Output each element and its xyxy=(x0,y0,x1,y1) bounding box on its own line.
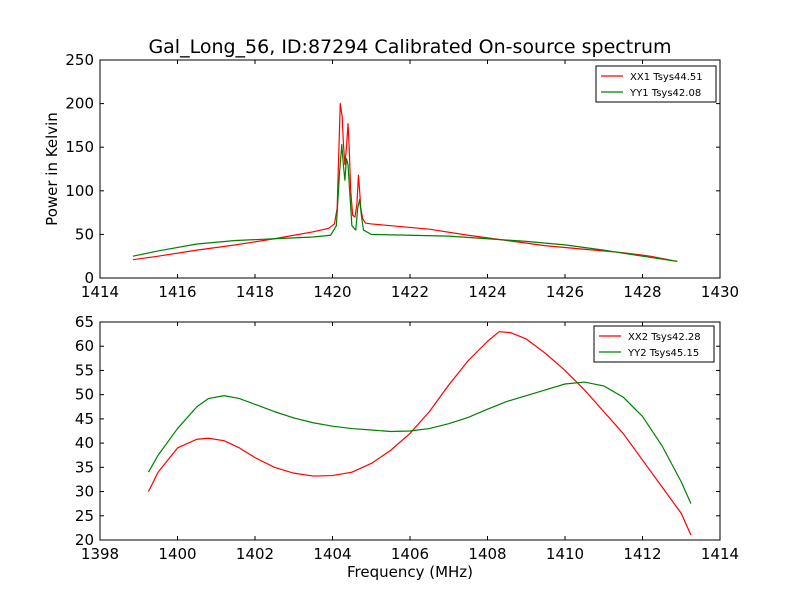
chart-title: Gal_Long_56, ID:87294 Calibrated On-sour… xyxy=(148,36,671,58)
x-axis-label: Frequency (MHz) xyxy=(347,563,473,581)
y-tick-label: 60 xyxy=(75,337,94,355)
x-tick-label: 1408 xyxy=(468,545,506,563)
x-tick-label: 1410 xyxy=(546,545,584,563)
x-tick-label: 1424 xyxy=(468,283,506,301)
y-tick-label: 45 xyxy=(75,410,94,428)
legend-entry: YY1 Tsys42.08 xyxy=(629,88,701,99)
legend-entry: XX1 Tsys44.51 xyxy=(630,72,703,83)
x-tick-label: 1430 xyxy=(701,283,739,301)
x-tick-label: 1414 xyxy=(81,283,119,301)
legend-entry: XX2 Tsys42.28 xyxy=(628,332,701,343)
y-tick-label: 25 xyxy=(75,507,94,525)
x-tick-label: 1418 xyxy=(236,283,274,301)
y-axis-label: Power in Kelvin xyxy=(43,112,61,226)
y-tick-label: 30 xyxy=(75,483,94,501)
x-tick-label: 1398 xyxy=(81,545,119,563)
bottom-panel: 1398 1400 1402 1404 1406 1408 1410 1412 1414 20 25… xyxy=(75,313,739,563)
x-tick-label: 1416 xyxy=(158,283,196,301)
y-tick-label: 65 xyxy=(75,313,94,331)
y-tick-label: 40 xyxy=(75,434,94,452)
x-tick-label: 1428 xyxy=(623,283,661,301)
y-tick-label: 200 xyxy=(65,95,94,113)
legend-box xyxy=(593,325,715,363)
y-tick-label: 0 xyxy=(84,269,94,287)
y-tick-label: 20 xyxy=(75,531,94,549)
y-tick-label: 250 xyxy=(65,51,94,69)
x-tick-label: 1414 xyxy=(701,545,739,563)
legend-entry: YY2 Tsys45.15 xyxy=(627,348,699,359)
series-line-2 xyxy=(147,381,692,504)
y-tick-label: 35 xyxy=(75,458,94,476)
x-tick-label: 1422 xyxy=(391,283,429,301)
legend-box xyxy=(595,65,717,103)
series-line-1 xyxy=(147,331,692,536)
x-tick-label: 1412 xyxy=(623,545,661,563)
x-tick-label: 1402 xyxy=(236,545,274,563)
series-line-1 xyxy=(132,103,678,263)
y-tick-label: 100 xyxy=(65,182,94,200)
series-line-2 xyxy=(132,143,678,263)
x-tick-label: 1420 xyxy=(313,283,351,301)
x-tick-label: 1400 xyxy=(158,545,196,563)
top-panel: 1414 1416 1418 1420 1422 1424 1426 1428 1430 0 50 1… xyxy=(43,51,739,301)
y-tick-label: 55 xyxy=(75,361,94,379)
x-tick-label: 1404 xyxy=(313,545,351,563)
y-tick-label: 150 xyxy=(65,138,94,156)
x-tick-label: 1406 xyxy=(391,545,429,563)
y-tick-label: 50 xyxy=(75,225,94,243)
y-tick-label: 50 xyxy=(75,386,94,404)
x-tick-label: 1426 xyxy=(546,283,584,301)
